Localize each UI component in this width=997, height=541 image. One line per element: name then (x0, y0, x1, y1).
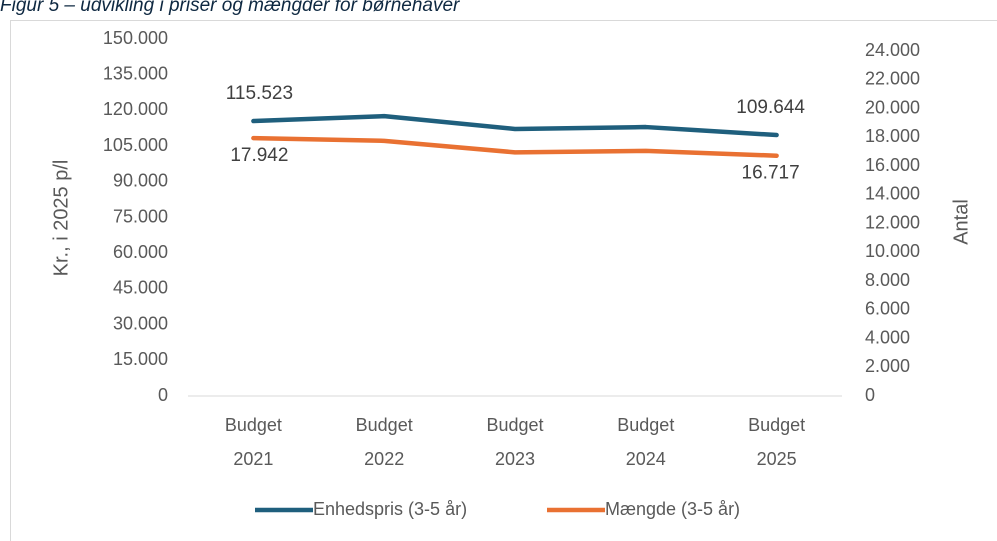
y-tick-label: 45.000 (113, 278, 168, 298)
x-tick-label: Budget 2022 (356, 415, 413, 469)
chart-frame (10, 20, 997, 541)
y-tick-label: 15.000 (113, 349, 168, 369)
series-line (251, 135, 779, 158)
data-label: 17.942 (230, 145, 288, 166)
y2-axis-label: Antal (950, 199, 972, 245)
data-label: 16.717 (742, 163, 800, 184)
y2-tick-label: 12.000 (865, 212, 920, 232)
y2-tick-label: 20.000 (865, 97, 920, 117)
y-tick-label: 90.000 (113, 171, 168, 191)
series-line (251, 113, 779, 138)
data-label: 109.644 (736, 97, 805, 118)
y2-tick-label: 22.000 (865, 69, 920, 89)
y2-tick-label: 2.000 (865, 356, 910, 376)
y2-tick-label: 6.000 (865, 299, 910, 319)
data-label: 115.523 (226, 83, 293, 104)
legend-label: Mængde (3-5 år) (605, 499, 740, 519)
y2-tick-label: 14.000 (865, 184, 920, 204)
y-tick-label: 135.000 (103, 63, 168, 83)
y2-tick-label: 16.000 (865, 155, 920, 175)
x-tick-label: Budget 2025 (748, 415, 805, 469)
y-tick-label: 30.000 (113, 313, 168, 333)
x-tick-label: Budget 2023 (486, 415, 543, 469)
y2-tick-label: 24.000 (865, 40, 920, 60)
y-tick-label: 150.000 (103, 28, 168, 48)
y-tick-label: 60.000 (113, 242, 168, 262)
x-tick-label: Budget 2021 (225, 415, 282, 469)
y2-tick-label: 8.000 (865, 270, 910, 290)
y-tick-label: 0 (158, 385, 168, 405)
y-tick-label: 120.000 (103, 99, 168, 119)
chart-title: Figur 5 – udvikling i priser og mængder … (0, 0, 460, 16)
legend-label: Enhedspris (3-5 år) (313, 499, 467, 519)
y-tick-label: 75.000 (113, 206, 168, 226)
y2-tick-label: 0 (865, 385, 875, 405)
y-axis-label: Kr., i 2025 p/l (50, 160, 72, 277)
y2-tick-label: 18.000 (865, 126, 920, 146)
y2-tick-label: 4.000 (865, 327, 910, 347)
x-tick-label: Budget 2024 (617, 415, 674, 469)
y2-tick-label: 10.000 (865, 241, 920, 261)
y-tick-label: 105.000 (103, 135, 168, 155)
